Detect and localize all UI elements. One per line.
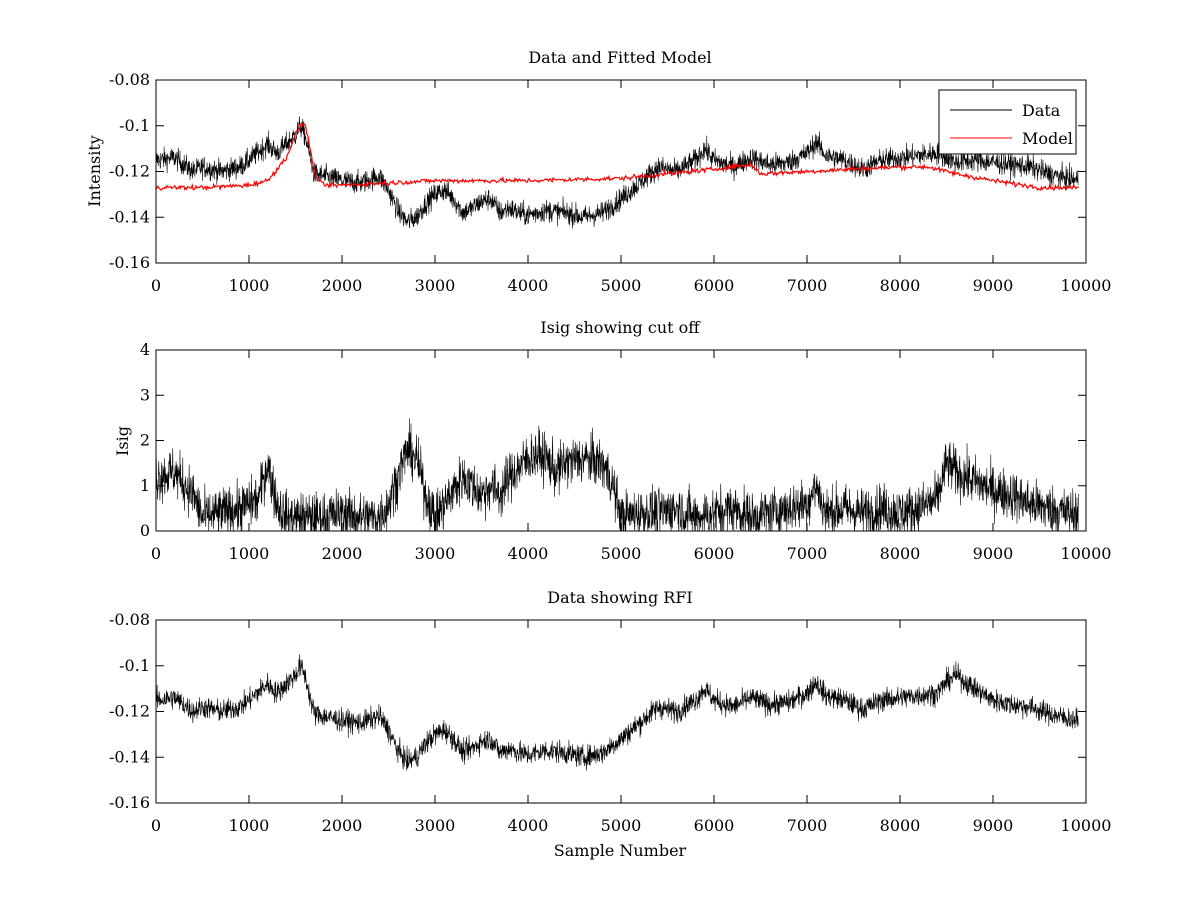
x-tick-label: 3000: [415, 544, 456, 563]
y-tick-label: 2: [140, 431, 150, 450]
x-tick-label: 9000: [973, 276, 1014, 295]
x-tick-label: 8000: [880, 816, 921, 835]
series-line-model: [156, 122, 1079, 192]
x-tick-label: 9000: [973, 544, 1014, 563]
x-tick-label: 6000: [694, 544, 735, 563]
y-tick-label: 1: [140, 476, 150, 495]
series-group: [156, 654, 1079, 771]
y-tick-label: -0.1: [119, 656, 150, 675]
x-tick-label: 8000: [880, 544, 921, 563]
panel-data-and-model: Data and Fitted Model Intensity 0 1000 200…: [85, 48, 1111, 295]
x-tick-label: 10000: [1061, 544, 1112, 563]
panel-title: Isig showing cut off: [540, 318, 701, 337]
y-tick-label: -0.1: [119, 116, 150, 135]
plot-area: 0 1000 2000 3000 4000 5000 6000 7000 8000 9000 100…: [109, 610, 1111, 835]
y-tick-label: -0.14: [109, 747, 150, 766]
x-tick-label: 5000: [601, 816, 642, 835]
plot-area: 0 1000 2000 3000 4000 5000 6000 7000 8000 9000 100…: [140, 340, 1112, 563]
legend-label-data: Data: [1022, 101, 1061, 120]
x-tick-label: 1000: [229, 544, 270, 563]
x-tick-label: 5000: [601, 276, 642, 295]
x-tick-label: 4000: [508, 816, 549, 835]
x-tick-label: 1000: [229, 276, 270, 295]
y-axis-label: Isig: [113, 426, 132, 456]
x-tick-label: 6000: [694, 276, 735, 295]
x-tick-label: 2000: [322, 276, 363, 295]
legend: Data Model: [938, 89, 1077, 155]
x-tick-label: 7000: [787, 544, 828, 563]
y-tick-label: -0.08: [109, 70, 150, 89]
y-tick-label: -0.14: [109, 207, 150, 226]
series-group: [156, 418, 1079, 531]
x-tick-label: 2000: [322, 816, 363, 835]
x-tick-label: 3000: [415, 276, 456, 295]
legend-label-model: Model: [1022, 129, 1073, 148]
y-tick-label: -0.12: [109, 702, 150, 721]
x-tick-label: 0: [151, 816, 161, 835]
y-tick-label: -0.16: [109, 793, 150, 812]
x-tick-label: 0: [151, 544, 161, 563]
x-tick-label: 2000: [322, 544, 363, 563]
x-tick-label: 4000: [508, 276, 549, 295]
x-tick-label: 5000: [601, 544, 642, 563]
y-tick-label: 3: [140, 385, 150, 404]
x-tick-label: 10000: [1061, 276, 1112, 295]
legend-box: [938, 89, 1077, 155]
x-tick-label: 10000: [1061, 816, 1112, 835]
panel-title: Data showing RFI: [547, 588, 692, 607]
series-line-data: [156, 116, 1079, 229]
x-tick-label: 1000: [229, 816, 270, 835]
x-tick-label: 8000: [880, 276, 921, 295]
x-tick-label: 7000: [787, 816, 828, 835]
x-tick-label: 6000: [694, 816, 735, 835]
x-axis-label: Sample Number: [554, 841, 687, 860]
series-group: [156, 116, 1079, 229]
panel-data-rfi: Data showing RFI 0 1000 2000 3000 4000 5000 60…: [109, 588, 1111, 860]
y-tick-label: 4: [140, 340, 150, 359]
x-tick-label: 0: [151, 276, 161, 295]
series-line-data: [156, 654, 1079, 771]
plot-area: 0 1000 2000 3000 4000 5000 6000 7000 8000 9000 100…: [109, 70, 1111, 295]
x-tick-label: 9000: [973, 816, 1014, 835]
y-tick-label: -0.16: [109, 253, 150, 272]
y-tick-label: -0.08: [109, 610, 150, 629]
panel-isig: Isig showing cut off Isig 0 1000 2000 3000 4…: [113, 318, 1111, 563]
x-tick-label: 7000: [787, 276, 828, 295]
y-tick-label: 0: [140, 521, 150, 540]
x-tick-label: 3000: [415, 816, 456, 835]
panel-title: Data and Fitted Model: [528, 48, 711, 67]
x-tick-label: 4000: [508, 544, 549, 563]
y-tick-label: -0.12: [109, 162, 150, 181]
series-line-isig: [156, 418, 1079, 531]
y-axis-label: Intensity: [85, 135, 104, 207]
